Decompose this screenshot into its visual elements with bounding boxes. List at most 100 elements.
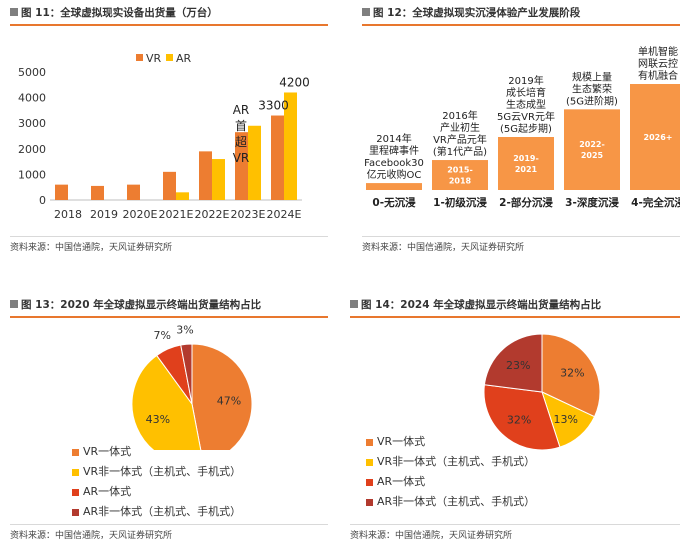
figure-13-title: 图 13： 2020 年全球虚拟显示终端出货量结构占比 — [10, 296, 261, 312]
legend-label: VR一体式 — [377, 435, 426, 448]
pie-value-label: 7% — [153, 329, 170, 342]
figure-13-title-rule — [10, 316, 328, 318]
bar-ar-2023e — [248, 125, 261, 200]
stage-years-label: 2022- — [579, 140, 605, 149]
legend-label: VR非一体式（主机式、手机式） — [83, 465, 242, 478]
legend-swatch — [366, 438, 373, 446]
x-tick-label: 2021E — [159, 208, 194, 221]
annotation-text: VR — [233, 151, 250, 165]
pie-2024-legend: VR一体式 VR非一体式（主机式、手机式） AR一体式 AR非一体式（主机式、手机式） — [366, 432, 535, 512]
legend-label: VR一体式 — [83, 445, 132, 458]
legend-item: AR一体式 — [72, 482, 241, 502]
bar-vr-2023e — [235, 132, 248, 200]
legend-swatch-vr — [136, 54, 143, 61]
stage-bar-3 — [564, 109, 620, 190]
figure-11-title: 图 11： 全球虚拟现实设备出货量（万台） — [10, 4, 218, 20]
figure-11-source: 资料来源：中国信通院，天风证券研究所 — [10, 243, 173, 253]
legend-label-vr: VR — [146, 52, 162, 65]
pie-value-label: 32% — [507, 414, 531, 427]
pie-slice-0 — [541, 333, 601, 418]
stage-bar-2 — [498, 137, 554, 190]
x-tick-label: 2022E — [195, 208, 230, 221]
title-square-icon — [362, 8, 370, 16]
figure-11-title-text: 全球虚拟现实设备出货量（万台） — [60, 6, 218, 19]
figure-12-prefix: 图 12： — [373, 6, 413, 19]
stage-description: 生态繁荣 — [572, 82, 612, 95]
stage-category-label: 0-无沉浸 — [372, 196, 416, 209]
x-tick-label: 2024E — [267, 208, 302, 221]
pie-2020-chart: 47% 43% 7% 3% — [131, 323, 253, 450]
bar-vr-2024e — [271, 115, 284, 200]
pie-slice-0 — [191, 343, 253, 450]
legend-item: VR一体式 — [72, 442, 241, 462]
stage-years-label: 2021 — [515, 165, 538, 174]
pie-value-label: 23% — [506, 359, 530, 372]
bar-vr-2018 — [55, 184, 68, 200]
figure-11-title-rule — [10, 24, 328, 26]
figure-14-title-rule — [350, 316, 680, 318]
pie-slice-3 — [483, 333, 543, 393]
legend-item: AR非一体式（主机式、手机式） — [72, 502, 241, 522]
figure-12-source: 资料来源：中国信通院，天风证券研究所 — [362, 243, 525, 253]
figure-14-title-text: 2024 年全球虚拟显示终端出货量结构占比 — [400, 298, 602, 311]
bar-vr-2020e — [127, 184, 140, 200]
pie-2020-legend: VR一体式 VR非一体式（主机式、手机式） AR一体式 AR非一体式（主机式、手机式） — [72, 442, 241, 522]
legend-swatch — [72, 448, 79, 456]
stage-description: (5G进阶期) — [566, 94, 618, 107]
figure-11-panel: 图 11： 全球虚拟现实设备出货量（万台） VR AR 0 1000 2000 3000 4… — [10, 4, 328, 254]
stage-description: 有机融合 — [638, 69, 678, 82]
stage-years-label: 2026+ — [644, 133, 673, 142]
stage-years-label: 2015- — [447, 166, 473, 175]
pie-value-label: 3% — [176, 323, 193, 336]
x-tick-label: 2023E — [231, 208, 266, 221]
stage-category-label: 3-深度沉浸 — [565, 196, 619, 209]
legend-label: AR一体式 — [83, 485, 132, 498]
pie-2024-chart: 32% 13% 32% 23% — [483, 333, 601, 450]
x-tick-label: 2020E — [123, 208, 158, 221]
legend-swatch — [366, 498, 373, 506]
y-tick-label: 2000 — [18, 143, 46, 156]
bar-ar-2021e — [176, 192, 189, 200]
stage-description: 里程碑事件 — [369, 144, 419, 157]
bar-vr-2021e — [163, 171, 176, 200]
figure-13-source-rule — [10, 524, 328, 525]
y-tick-label: 0 — [39, 194, 46, 207]
legend-swatch — [72, 488, 79, 496]
legend-label: AR非一体式（主机式、手机式） — [83, 505, 242, 518]
figure-12-source-rule — [362, 236, 680, 237]
stage-bar-4 — [630, 84, 680, 190]
bar-ar-2024e — [284, 92, 297, 200]
x-tick-label: 2018 — [54, 208, 82, 221]
stage-description: 单机智能 — [638, 45, 678, 58]
figure-14-source: 资料来源：中国信通院，天风证券研究所 — [350, 531, 513, 541]
stage-bar-0 — [366, 183, 422, 190]
stage-description: 2016年 — [442, 109, 477, 122]
pie-slice-1 — [131, 354, 202, 450]
stage-category-label: 1-初级沉浸 — [433, 196, 487, 209]
pie-value-label: 47% — [217, 394, 241, 407]
figure-13-panel: 图 13： 2020 年全球虚拟显示终端出货量结构占比 47% 43% 7% 3% V… — [10, 296, 328, 546]
x-tick-label: 2019 — [90, 208, 118, 221]
figure-14-panel: 图 14： 2024 年全球虚拟显示终端出货量结构占比 32% 13% 32% 23%… — [350, 296, 680, 546]
data-label-ar: 4200 — [279, 75, 310, 89]
stage-description: 规模上量 — [572, 70, 612, 83]
stage-bar-1 — [432, 160, 488, 190]
stage-description: 生态成型 — [506, 98, 546, 111]
y-tick-label: 3000 — [18, 117, 46, 130]
pie-value-label: 43% — [146, 413, 170, 426]
figure-13-prefix: 图 13： — [21, 298, 61, 311]
figure-12-title: 图 12： 全球虚拟现实沉浸体验产业发展阶段 — [362, 4, 580, 20]
figure-13-title-text: 2020 年全球虚拟显示终端出货量结构占比 — [60, 298, 262, 311]
figure-14-title: 图 14： 2024 年全球虚拟显示终端出货量结构占比 — [350, 296, 601, 312]
legend-label: AR一体式 — [377, 475, 426, 488]
figure-12-panel: 图 12： 全球虚拟现实沉浸体验产业发展阶段 2014年 里程碑事件 Faceboo… — [362, 4, 680, 254]
pie-value-label: 32% — [560, 367, 584, 380]
legend-swatch-ar — [166, 54, 173, 61]
pie-slice-3 — [180, 343, 193, 405]
legend-swatch — [72, 468, 79, 476]
pie-value-label: 13% — [554, 413, 578, 426]
title-square-icon — [10, 8, 18, 16]
bar-vr-2022e — [199, 151, 212, 200]
